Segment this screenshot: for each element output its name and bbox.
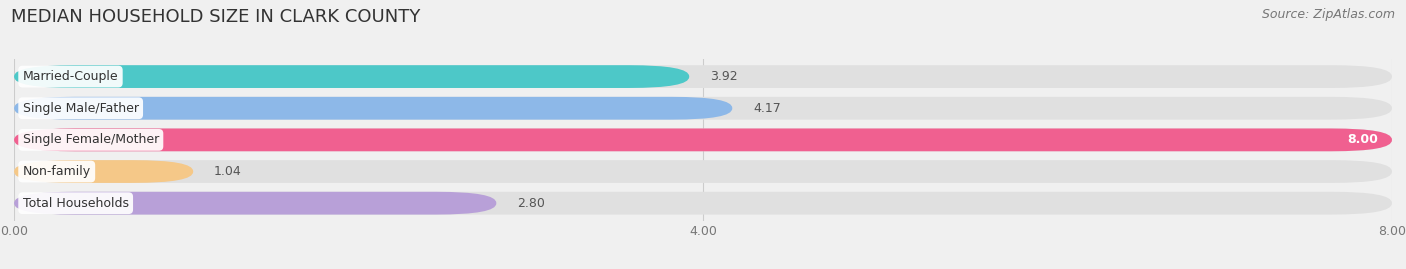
Text: 2.80: 2.80: [517, 197, 546, 210]
Text: Total Households: Total Households: [22, 197, 129, 210]
FancyBboxPatch shape: [14, 65, 1392, 88]
FancyBboxPatch shape: [14, 192, 1392, 215]
FancyBboxPatch shape: [14, 97, 733, 120]
FancyBboxPatch shape: [14, 129, 1392, 151]
Text: MEDIAN HOUSEHOLD SIZE IN CLARK COUNTY: MEDIAN HOUSEHOLD SIZE IN CLARK COUNTY: [11, 8, 420, 26]
Text: 3.92: 3.92: [710, 70, 738, 83]
Text: 8.00: 8.00: [1347, 133, 1378, 146]
FancyBboxPatch shape: [14, 160, 193, 183]
Text: 4.17: 4.17: [754, 102, 780, 115]
Text: Source: ZipAtlas.com: Source: ZipAtlas.com: [1261, 8, 1395, 21]
Text: Non-family: Non-family: [22, 165, 91, 178]
Text: 1.04: 1.04: [214, 165, 242, 178]
Text: Married-Couple: Married-Couple: [22, 70, 118, 83]
Text: Single Female/Mother: Single Female/Mother: [22, 133, 159, 146]
Text: Single Male/Father: Single Male/Father: [22, 102, 139, 115]
FancyBboxPatch shape: [14, 160, 1392, 183]
FancyBboxPatch shape: [14, 129, 1392, 151]
FancyBboxPatch shape: [14, 97, 1392, 120]
FancyBboxPatch shape: [14, 65, 689, 88]
FancyBboxPatch shape: [14, 192, 496, 215]
